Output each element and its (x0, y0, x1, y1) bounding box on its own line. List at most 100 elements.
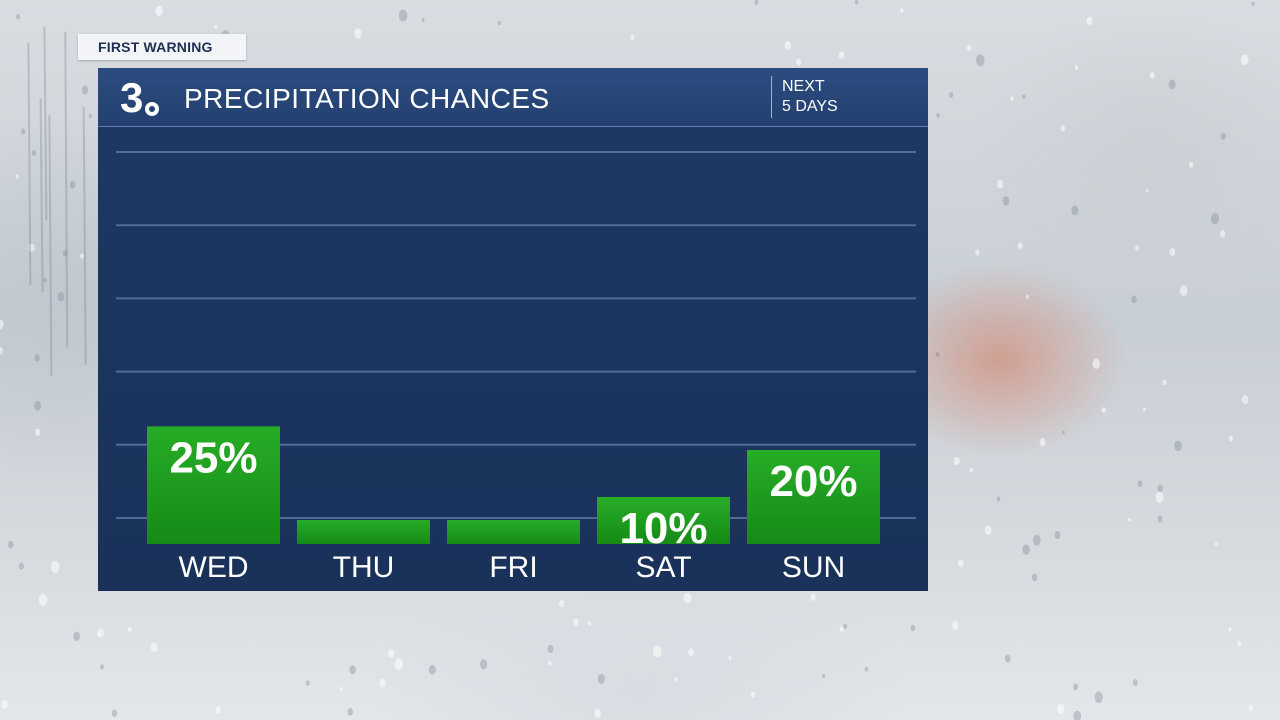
raindrop (1179, 285, 1188, 296)
raindrop (594, 708, 601, 718)
rain-streak (48, 115, 53, 376)
raindrop (559, 599, 565, 608)
raindrop (1237, 640, 1242, 646)
raindrop (354, 28, 362, 39)
bar-fri (447, 520, 580, 544)
raindrop (1251, 1, 1255, 6)
raindrop (984, 525, 992, 536)
raindrop (652, 645, 662, 658)
raindrop (952, 620, 959, 631)
raindrop (1073, 710, 1082, 720)
bar-wed (147, 426, 280, 544)
raindrop (215, 705, 221, 714)
raindrop (996, 179, 1004, 189)
raindrop (910, 624, 916, 632)
first-warning-tag: FIRST WARNING (78, 34, 246, 60)
raindrop (479, 659, 488, 670)
raindrop (900, 8, 904, 13)
raindrop (73, 631, 80, 642)
raindrop (936, 113, 940, 118)
value-label-sat: 10% (619, 504, 707, 553)
category-label-sun: SUN (782, 551, 845, 584)
raindrop (1143, 407, 1146, 412)
raindrop (810, 593, 816, 601)
raindrop (1155, 491, 1164, 503)
raindrop (1228, 627, 1232, 632)
raindrop (155, 5, 163, 17)
raindrop (1135, 245, 1140, 251)
bar-thu (297, 520, 430, 544)
raindrop (88, 114, 92, 119)
raindrop (1031, 573, 1038, 582)
raindrop (1022, 544, 1030, 555)
raindrop (728, 656, 732, 660)
raindrop (28, 243, 35, 253)
raindrop (1220, 230, 1226, 238)
raindrop (1101, 407, 1106, 414)
rain-streak (43, 26, 48, 221)
raindrop (796, 58, 802, 66)
raindrop (975, 249, 980, 256)
logo-number: 3 (120, 74, 144, 121)
raindrop (864, 666, 869, 672)
raindrop (1004, 654, 1011, 663)
raindrop (953, 456, 960, 466)
raindrop (683, 592, 692, 604)
raindrop (949, 92, 954, 98)
raindrop (340, 686, 343, 691)
raindrop (379, 678, 386, 688)
raindrop (1214, 542, 1218, 547)
chart-title: PRECIPITATION CHANCES (184, 83, 550, 114)
raindrop (838, 51, 845, 60)
raindrop (1022, 94, 1026, 99)
raindrop (1188, 161, 1194, 168)
raindrop (35, 428, 41, 436)
raindrop (18, 562, 24, 570)
raindrop (1086, 16, 1093, 25)
raindrop (1211, 212, 1220, 225)
raindrop (1017, 242, 1023, 250)
raindrop (34, 401, 42, 411)
raindrop (497, 20, 501, 26)
raindrop (62, 250, 68, 257)
rain-streak (39, 98, 44, 292)
raindrop (69, 180, 76, 189)
raindrop (1132, 679, 1138, 686)
raindrop (421, 17, 425, 22)
header-divider (771, 76, 772, 118)
rain-streak (27, 42, 32, 286)
raindrop (784, 40, 792, 50)
raindrop (1062, 430, 1065, 435)
category-label-sat: SAT (635, 551, 691, 584)
bar-sun (747, 449, 880, 544)
raindrop (957, 559, 964, 568)
raindrop (969, 467, 974, 473)
raindrop (81, 85, 89, 95)
raindrop (21, 128, 26, 135)
raindrop (43, 277, 47, 283)
raindrop (935, 351, 940, 358)
rain-streak (64, 31, 69, 348)
raindrop (38, 593, 48, 606)
raindrop (597, 673, 605, 684)
raindrop (843, 623, 848, 629)
raindrop (1002, 196, 1010, 206)
raindrop (674, 676, 678, 682)
raindrop (1, 700, 8, 709)
raindrop (966, 44, 972, 52)
raindrop (1073, 683, 1079, 691)
raindrop (8, 540, 14, 549)
raindrop (1071, 205, 1079, 216)
raindrop (1039, 438, 1046, 447)
raindrop (398, 9, 408, 22)
raindrop (1220, 132, 1226, 140)
raindrop (1174, 440, 1182, 452)
raindrop (573, 618, 579, 626)
raindrop (1137, 480, 1143, 488)
raindrop (1145, 188, 1149, 193)
raindrop (31, 150, 36, 156)
raindrop (1131, 295, 1137, 304)
raindrop (34, 354, 40, 362)
raindrop (127, 626, 132, 632)
